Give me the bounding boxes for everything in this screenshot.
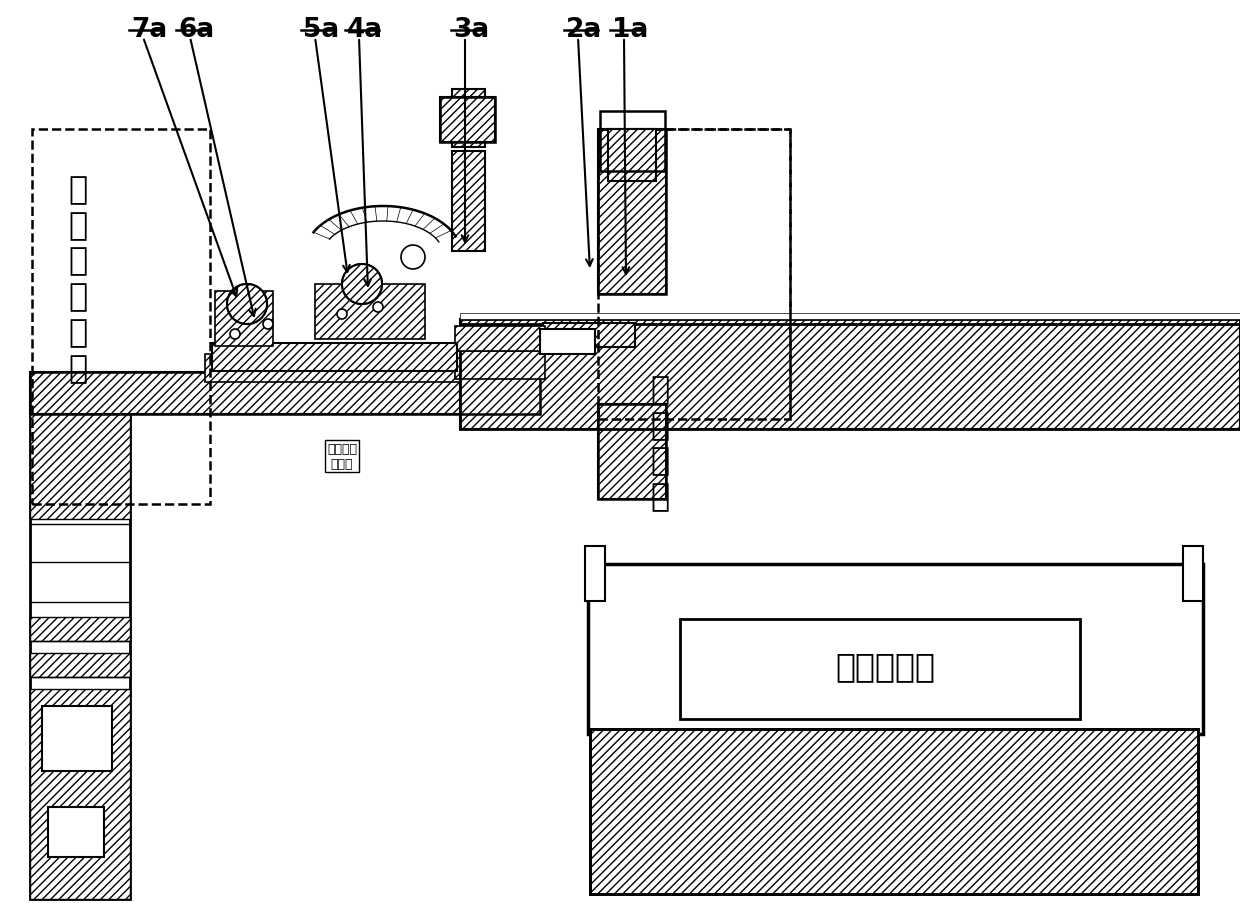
Bar	[30, 653, 130, 677]
Circle shape	[263, 320, 273, 330]
Bar	[315, 284, 425, 340]
Text: 加
载
滑
台: 加 载 滑 台	[650, 375, 670, 513]
Bar	[455, 327, 546, 351]
Bar	[598, 130, 790, 420]
Bar	[30, 618, 130, 641]
Bar	[453, 90, 485, 148]
Bar	[30, 373, 539, 414]
Bar	[30, 373, 539, 414]
Text: 3a: 3a	[453, 17, 490, 43]
Circle shape	[227, 284, 267, 325]
Bar	[460, 320, 1240, 430]
Bar	[590, 730, 1198, 894]
Bar	[608, 130, 656, 182]
Circle shape	[373, 303, 383, 312]
Bar	[600, 112, 665, 172]
Bar	[539, 330, 595, 355]
Circle shape	[227, 284, 267, 325]
Bar	[30, 410, 130, 519]
Bar	[455, 351, 546, 379]
Circle shape	[342, 265, 382, 304]
Bar	[598, 130, 666, 294]
Bar	[453, 152, 485, 252]
Bar	[42, 706, 112, 771]
Bar	[1183, 546, 1203, 601]
Circle shape	[342, 265, 382, 304]
Bar	[440, 98, 495, 143]
Text: 左
端
夹
持
机
构: 左 端 夹 持 机 构	[68, 175, 88, 385]
Bar	[205, 355, 460, 383]
Bar	[30, 689, 130, 899]
Bar	[30, 410, 130, 899]
Bar	[215, 292, 273, 347]
Bar	[588, 564, 1203, 734]
Bar	[460, 313, 1240, 320]
Bar	[598, 405, 666, 499]
Bar	[598, 130, 666, 294]
Circle shape	[337, 310, 347, 320]
Text: 6a: 6a	[179, 17, 215, 43]
Bar	[48, 807, 104, 857]
Text: 7a: 7a	[131, 17, 167, 43]
Text: 5a: 5a	[303, 17, 340, 43]
Bar	[32, 130, 210, 505]
Bar	[590, 730, 1198, 894]
Text: 1a: 1a	[613, 17, 649, 43]
Bar	[585, 546, 605, 601]
Bar	[680, 619, 1080, 719]
Bar	[543, 323, 635, 348]
Circle shape	[401, 246, 425, 270]
Bar	[212, 344, 458, 372]
Bar	[460, 320, 1240, 430]
Text: 推力加载缸: 推力加载缸	[835, 649, 935, 683]
Circle shape	[229, 330, 241, 340]
Text: 2a: 2a	[565, 17, 603, 43]
Bar	[440, 98, 495, 143]
Text: 本发明部
在位置: 本发明部 在位置	[327, 442, 357, 470]
Bar	[598, 405, 666, 499]
Text: 4a: 4a	[347, 17, 383, 43]
